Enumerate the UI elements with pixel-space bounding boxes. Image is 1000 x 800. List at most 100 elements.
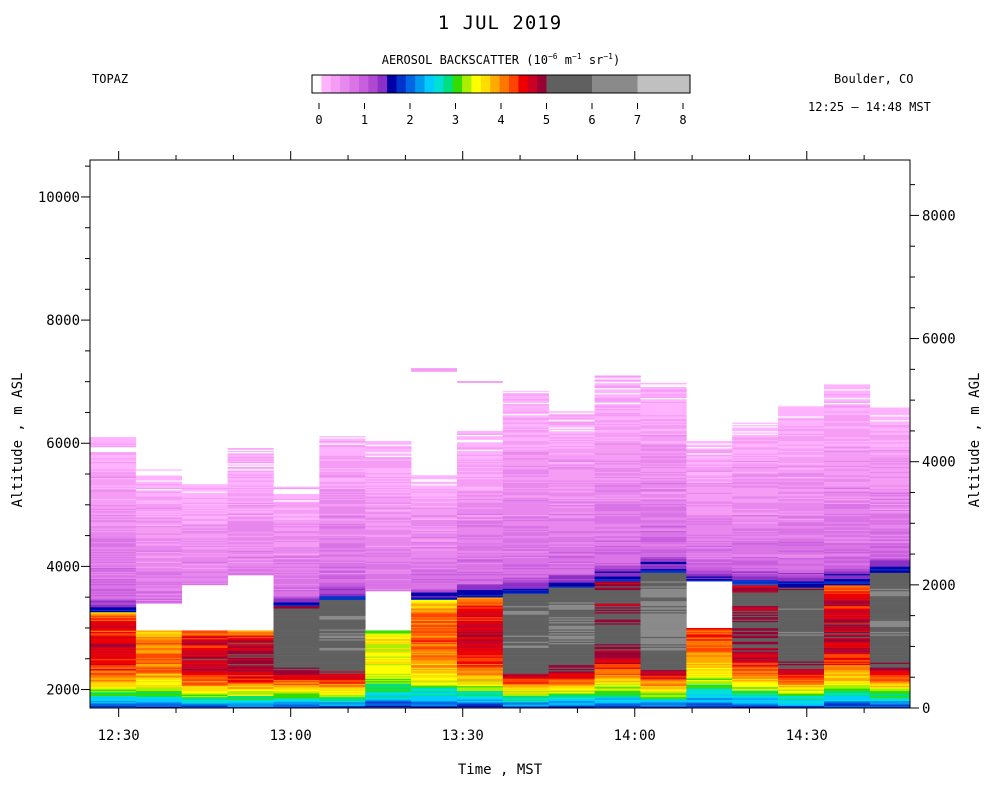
profile-cell (135, 558, 183, 561)
profile-cell (181, 668, 228, 671)
profile-cell (319, 608, 366, 610)
profile-cell (640, 513, 687, 515)
profile-cell (411, 567, 458, 570)
profile-cell (640, 406, 687, 408)
profile-cell (456, 682, 504, 684)
profile-cell (686, 451, 733, 454)
profile-cell (732, 545, 779, 547)
profile-cell (411, 639, 458, 641)
profile-cell (640, 451, 687, 454)
profile-cell (90, 703, 137, 705)
profile-cell (640, 560, 687, 562)
profile-cell (502, 573, 550, 576)
profile-cell (502, 454, 550, 456)
profile-cell (319, 459, 366, 461)
profile-cell (319, 623, 366, 625)
profile-cell (732, 698, 779, 700)
profile-cell (411, 578, 458, 581)
profile-cell (90, 650, 137, 652)
profile-cell (227, 695, 274, 698)
profile-cell (90, 655, 137, 657)
profile-cell (640, 650, 687, 652)
profile-cell (273, 699, 320, 701)
profile-cell (869, 605, 911, 608)
profile-cell (227, 630, 274, 632)
profile-cell (778, 443, 825, 445)
profile-cell (823, 669, 871, 672)
profile-cell (227, 502, 274, 504)
profile-cell (548, 556, 595, 559)
profile-cell (411, 643, 458, 646)
profile-cell (456, 669, 504, 672)
profile-cell (273, 582, 320, 584)
profile-cell (502, 528, 550, 530)
profile-cell (686, 471, 733, 474)
profile-cell (90, 576, 137, 578)
profile-cell (594, 461, 641, 464)
profile-cell (548, 608, 595, 610)
profile-cell (135, 658, 183, 661)
profile-cell (640, 621, 687, 624)
profile-cell (319, 579, 366, 582)
profile-cell (732, 554, 779, 556)
profile-cell (548, 642, 595, 645)
profile-cell (548, 701, 595, 704)
profile-cell (686, 698, 733, 700)
profile-cell (640, 458, 687, 460)
profile-cell (456, 683, 504, 685)
profile-cell (548, 413, 595, 416)
profile-cell (640, 486, 687, 488)
profile-cell (778, 685, 825, 688)
profile-cell (686, 642, 733, 645)
profile-cell (135, 474, 183, 476)
profile-cell (640, 538, 687, 540)
profile-cell (90, 519, 137, 522)
profile-cell (732, 568, 779, 571)
profile-cell (90, 568, 137, 571)
profile-cell (869, 613, 911, 615)
profile-cell (319, 438, 366, 440)
profile-cell (135, 693, 183, 695)
profile-cell (456, 589, 504, 592)
profile-cell (365, 490, 412, 492)
profile-cell (548, 597, 595, 599)
profile-cell (502, 540, 550, 543)
profile-cell (869, 698, 911, 700)
profile-cell (456, 539, 504, 541)
profile-cell (319, 618, 366, 620)
profile-cell (411, 551, 458, 554)
profile-cell (90, 651, 137, 653)
profile-cell (502, 630, 550, 632)
profile-cell (732, 507, 779, 509)
profile-cell (640, 523, 687, 525)
profile-cell (502, 429, 550, 432)
profile-cell (594, 597, 641, 599)
profile-cell (319, 471, 366, 474)
profile-cell (869, 446, 911, 449)
profile-cell (823, 453, 871, 455)
profile-cell (502, 402, 550, 405)
profile-cell (823, 693, 871, 695)
profile-cell (778, 556, 825, 559)
profile-cell (732, 629, 779, 631)
profile-cell (594, 497, 641, 499)
profile-cell (456, 439, 504, 442)
profile-cell (778, 542, 825, 545)
profile-cell (594, 602, 641, 604)
profile-cell (365, 496, 412, 498)
profile-cell (319, 668, 366, 671)
profile-cell (732, 640, 779, 642)
profile-cell (181, 645, 228, 647)
profile-cell (732, 675, 779, 678)
profile-cell (456, 664, 504, 667)
profile-cell (640, 610, 687, 613)
profile-cell (869, 455, 911, 458)
profile-cell (273, 602, 320, 604)
profile-cell (181, 536, 228, 539)
profile-cell (823, 528, 871, 530)
profile-cell (227, 453, 274, 455)
profile-cell (502, 499, 550, 502)
profile-cell (594, 458, 641, 460)
profile-cell (686, 510, 733, 513)
colorbar-tick-label: 1 (361, 113, 368, 127)
